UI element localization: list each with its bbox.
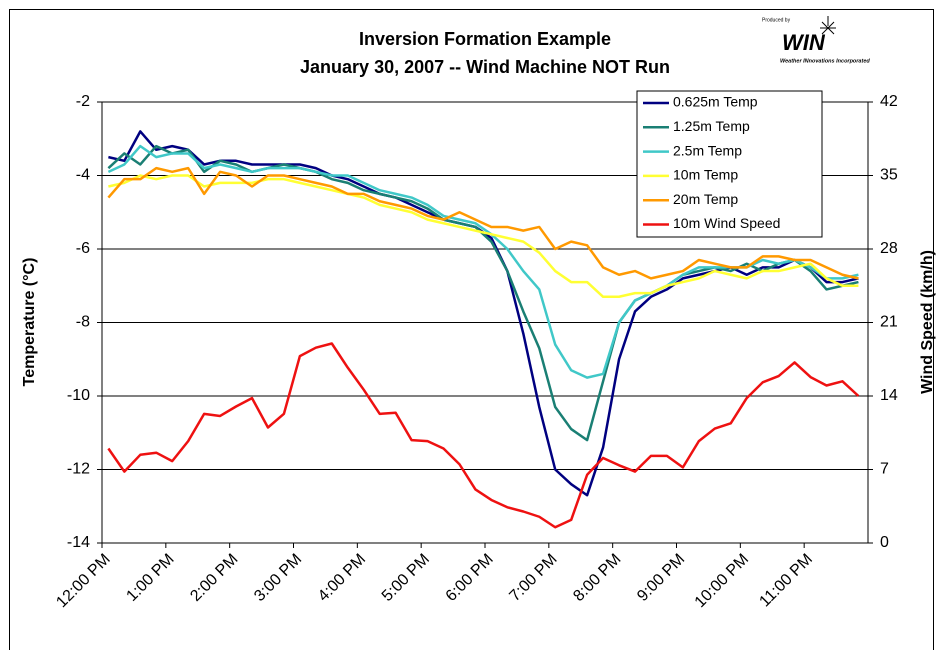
- y-tick-label: -2: [76, 93, 90, 110]
- logo-sun: [820, 16, 836, 35]
- logo-company: Weather INnovations Incorporated: [780, 58, 870, 64]
- y-axis-label: Temperature (°C): [21, 258, 38, 387]
- y2-tick-label: 42: [880, 93, 898, 110]
- logo-produced-by: Produced by: [762, 17, 791, 23]
- logo-name: WIN: [782, 30, 826, 55]
- series-line: [107, 342, 860, 529]
- y-tick-label: -6: [76, 240, 90, 257]
- legend-label: 0.625m Temp: [673, 94, 758, 110]
- y2-tick-label: 28: [880, 240, 898, 257]
- series-line: [108, 174, 859, 299]
- y-tick-label: -14: [67, 534, 90, 551]
- y-tick-label: -12: [67, 461, 90, 478]
- chart-title: Inversion Formation Example: [359, 29, 611, 49]
- y2-tick-label: 14: [880, 387, 898, 404]
- legend-label: 1.25m Temp: [673, 118, 750, 134]
- series-line: [107, 166, 859, 280]
- y2-axis-label: Wind Speed (km/h): [919, 250, 936, 394]
- chart-subtitle: January 30, 2007 -- Wind Machine NOT Run: [300, 57, 670, 77]
- y-tick-label: -8: [76, 314, 90, 331]
- y-tick-label: -4: [76, 167, 90, 184]
- y-tick-label: -10: [67, 387, 90, 404]
- legend-label: 2.5m Temp: [673, 142, 742, 158]
- series-line: [107, 144, 859, 442]
- y2-tick-label: 7: [880, 461, 889, 478]
- legend-label: 20m Temp: [673, 191, 738, 207]
- y2-tick-label: 21: [880, 314, 898, 331]
- y2-tick-label: 0: [880, 534, 889, 551]
- legend-label: 10m Wind Speed: [673, 215, 780, 231]
- legend-label: 10m Temp: [673, 167, 738, 183]
- y2-tick-label: 35: [880, 167, 898, 184]
- legend-box: [636, 90, 823, 238]
